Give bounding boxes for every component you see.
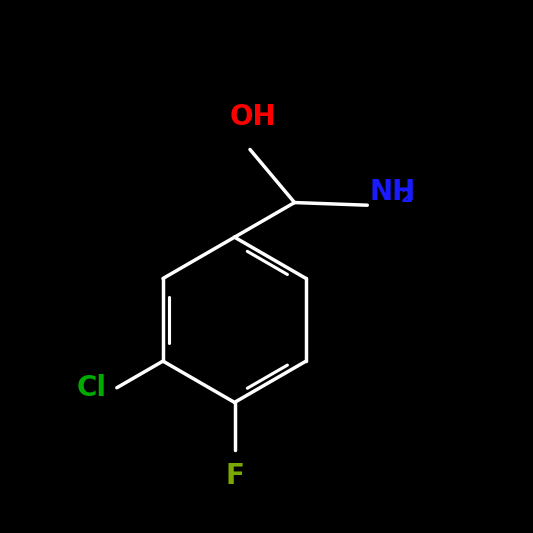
Text: NH: NH bbox=[370, 178, 416, 206]
Text: OH: OH bbox=[229, 103, 276, 131]
Text: 2: 2 bbox=[400, 188, 413, 206]
Text: Cl: Cl bbox=[76, 374, 106, 402]
Text: F: F bbox=[225, 462, 244, 490]
